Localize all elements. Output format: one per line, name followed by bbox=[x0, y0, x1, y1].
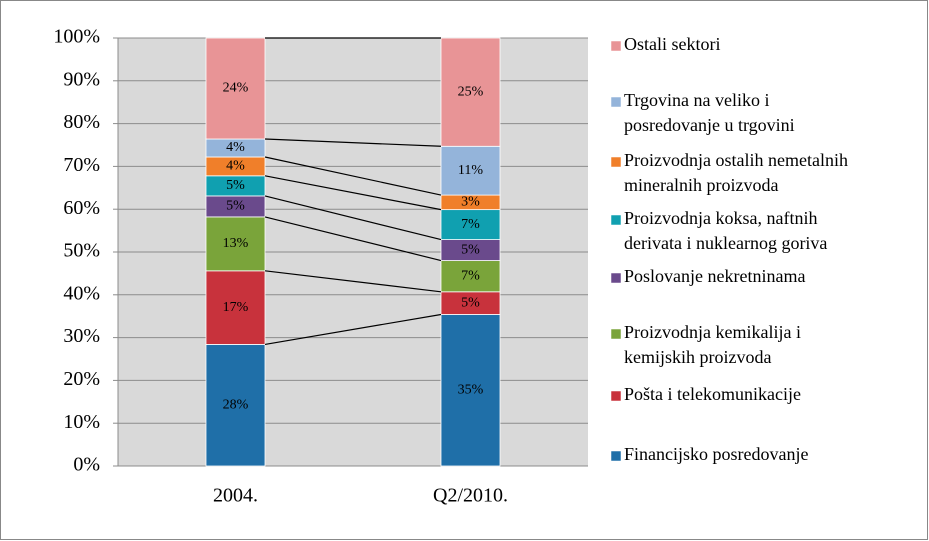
data-label: 35% bbox=[458, 382, 484, 397]
y-tick-label: 70% bbox=[63, 154, 100, 176]
y-tick-label: 50% bbox=[63, 240, 100, 262]
bar-segment bbox=[440, 260, 501, 293]
y-tick-label: 100% bbox=[53, 26, 100, 48]
bar-segment bbox=[205, 344, 266, 467]
connector-line bbox=[264, 270, 442, 293]
y-tick-label: 80% bbox=[63, 111, 100, 133]
data-label: 28% bbox=[223, 397, 249, 412]
legend-label: Proizvodnja ostalih nemetalnih mineralni… bbox=[624, 150, 852, 195]
data-label: 4% bbox=[226, 159, 245, 174]
connector-line bbox=[264, 313, 442, 346]
data-label: 24% bbox=[223, 81, 249, 96]
legend-swatch bbox=[610, 328, 622, 340]
y-tick-label: 60% bbox=[63, 197, 100, 219]
legend-swatch bbox=[610, 40, 622, 52]
legend-label: Trgovina na veliko i posredovanje u trgo… bbox=[624, 90, 795, 135]
legend-label: Ostali sektori bbox=[624, 34, 721, 54]
legend-swatch bbox=[610, 390, 622, 402]
legend-line: kemijskih proizvoda bbox=[624, 347, 771, 367]
y-tick-label: 20% bbox=[63, 368, 100, 390]
bar-segment bbox=[440, 37, 501, 147]
bar-segment bbox=[205, 37, 266, 140]
bar-segment bbox=[440, 145, 501, 196]
legend-label: Poslovanje nekretninama bbox=[624, 266, 805, 286]
legend-swatch bbox=[610, 96, 622, 108]
bar-segment bbox=[205, 270, 266, 345]
data-label: 4% bbox=[226, 140, 245, 155]
legend-label: Pošta i telekomunikacije bbox=[624, 384, 801, 404]
x-tick-label: 2004. bbox=[213, 485, 258, 507]
data-label: 13% bbox=[223, 236, 249, 251]
legend-swatch bbox=[610, 450, 622, 462]
x-tick-label: Q2/2010. bbox=[433, 485, 508, 507]
y-tick-label: 10% bbox=[63, 411, 100, 433]
legend-line: Trgovina na veliko i bbox=[624, 90, 774, 110]
data-label: 11% bbox=[458, 163, 483, 178]
y-tick-label: 40% bbox=[63, 282, 100, 304]
data-label: 25% bbox=[458, 84, 484, 99]
legend-line: derivata i nuklearnog goriva bbox=[624, 233, 827, 253]
legend-swatch bbox=[610, 156, 622, 168]
data-label: 5% bbox=[226, 199, 245, 214]
connector-line bbox=[264, 195, 442, 241]
data-label: 17% bbox=[223, 300, 249, 315]
connector-line bbox=[264, 216, 442, 262]
legend-line: mineralnih proizvoda bbox=[624, 175, 778, 195]
y-tick-label: 0% bbox=[73, 454, 100, 476]
legend-label: Financijsko posredovanje bbox=[624, 444, 808, 464]
connector-line bbox=[264, 138, 442, 147]
legend-label: Proizvodnja koksa, naftnih derivata i nu… bbox=[624, 208, 827, 253]
legend-line: posredovanje u trgovini bbox=[624, 115, 795, 135]
data-label: 5% bbox=[226, 178, 245, 193]
legend-line: Proizvodnja koksa, naftnih bbox=[624, 208, 822, 228]
legend-swatch bbox=[610, 272, 622, 284]
data-label: 3% bbox=[461, 195, 480, 210]
data-label: 7% bbox=[461, 268, 480, 283]
bar-segment bbox=[440, 314, 501, 467]
legend-line: Proizvodnja kemikalija i bbox=[624, 322, 805, 342]
legend-swatch bbox=[610, 214, 622, 226]
data-label: 5% bbox=[461, 295, 480, 310]
data-label: 7% bbox=[461, 217, 480, 232]
connector-line bbox=[264, 175, 442, 211]
data-label: 5% bbox=[461, 242, 480, 257]
legend-line: Proizvodnja ostalih nemetalnih bbox=[624, 150, 852, 170]
bar-segment bbox=[440, 209, 501, 240]
y-tick-label: 90% bbox=[63, 68, 100, 90]
connector-line bbox=[264, 156, 442, 196]
bar-segment bbox=[205, 216, 266, 272]
y-tick-label: 30% bbox=[63, 325, 100, 347]
legend-label: Proizvodnja kemikalija i kemijskih proiz… bbox=[624, 322, 805, 367]
